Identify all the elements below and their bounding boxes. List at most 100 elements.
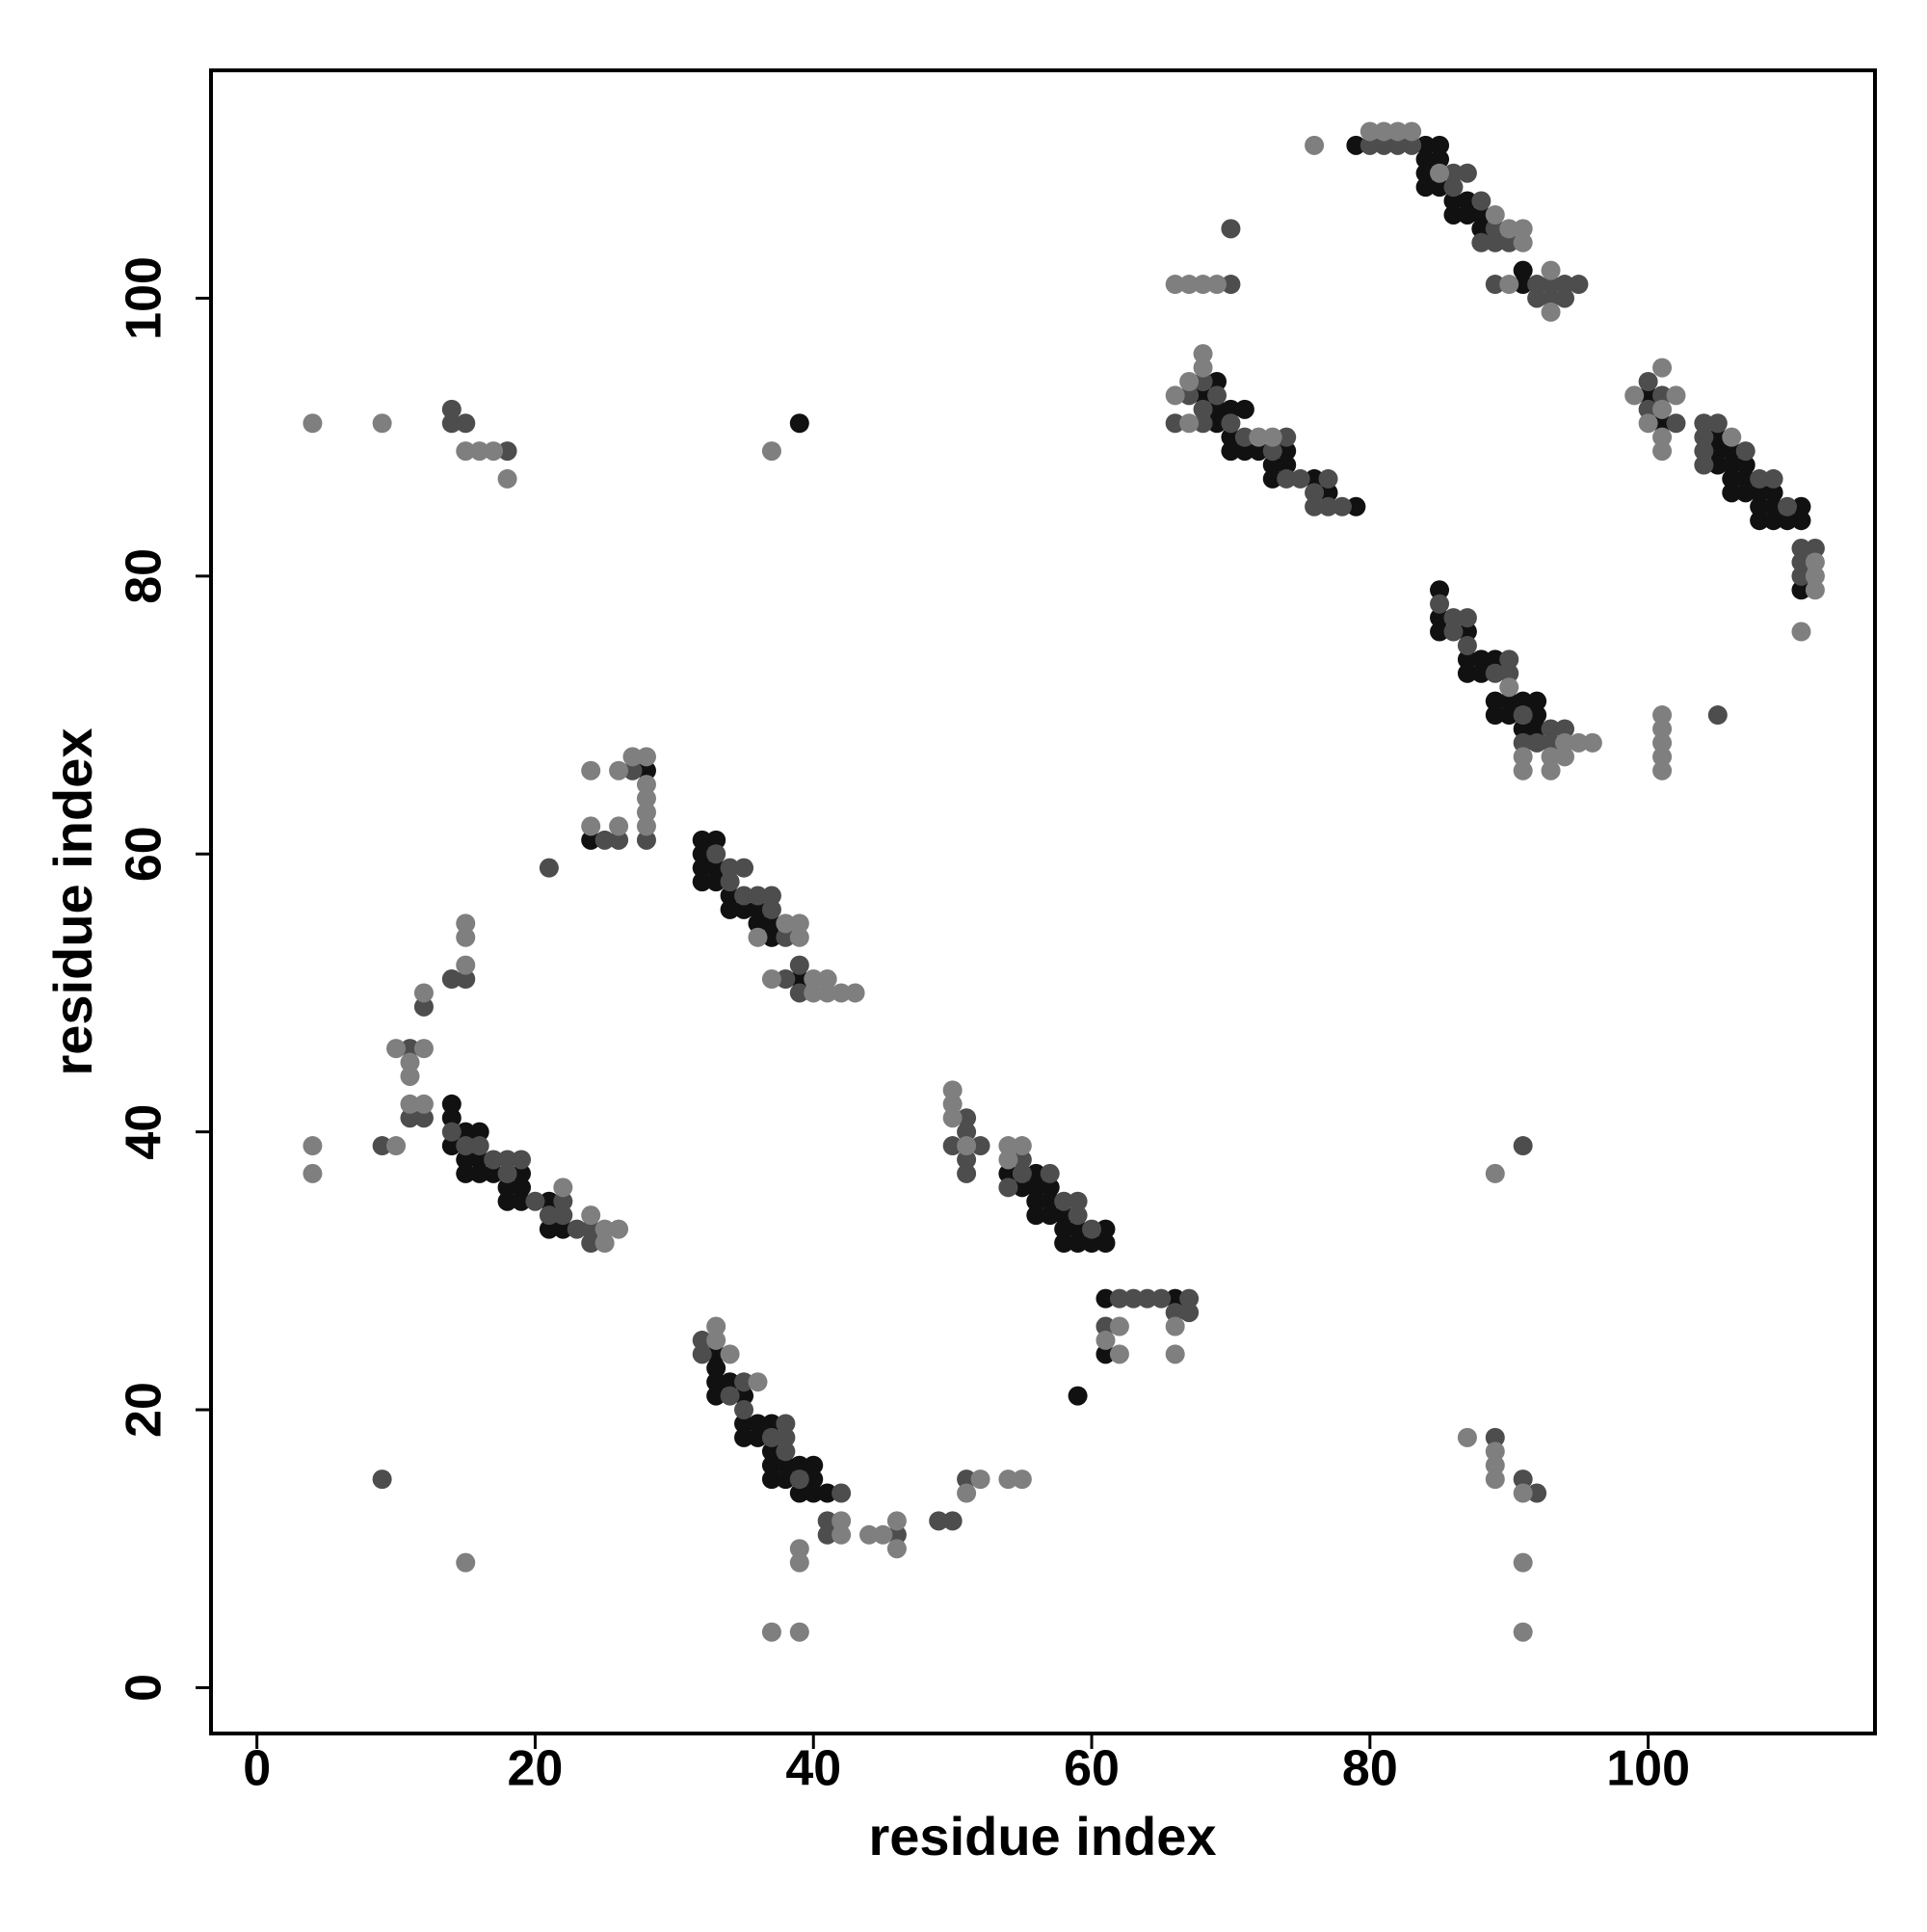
point (1694, 427, 1714, 447)
point (1485, 1163, 1505, 1183)
point (1791, 566, 1811, 586)
point (456, 955, 476, 975)
point (1485, 663, 1505, 683)
point (1805, 552, 1825, 572)
point (1541, 302, 1561, 322)
point (441, 399, 462, 419)
point (581, 1232, 601, 1253)
point (1221, 275, 1241, 295)
point (1513, 732, 1533, 753)
point (748, 1372, 768, 1392)
x-tick-label: 40 (785, 1741, 841, 1797)
point (1193, 399, 1213, 419)
point (1735, 468, 1755, 489)
point (817, 969, 837, 990)
point (1221, 413, 1241, 434)
point (1430, 163, 1450, 183)
point (1277, 441, 1297, 462)
x-axis-title: residue index (868, 1806, 1216, 1866)
point (1652, 427, 1673, 447)
point (692, 830, 712, 850)
point (622, 747, 643, 767)
point (1499, 663, 1519, 683)
point (1485, 219, 1505, 239)
point (706, 1330, 726, 1350)
point (303, 413, 323, 434)
point (636, 802, 656, 822)
point (1457, 608, 1477, 628)
point (400, 1066, 420, 1086)
point (1735, 455, 1755, 475)
point (776, 913, 796, 934)
point (372, 1136, 392, 1156)
point (1221, 399, 1241, 419)
y-tick-label: 0 (117, 1674, 172, 1702)
point (1707, 441, 1728, 462)
point (692, 1330, 712, 1350)
point (720, 899, 740, 919)
point (692, 844, 712, 864)
point (789, 983, 809, 1003)
point (734, 1386, 754, 1406)
point (1193, 371, 1213, 391)
point (1457, 204, 1477, 225)
point (456, 913, 476, 934)
point (1457, 1427, 1477, 1447)
point (1513, 219, 1533, 239)
point (1374, 135, 1394, 155)
point (1221, 427, 1241, 447)
point (1707, 413, 1728, 434)
point (303, 1136, 323, 1156)
point (1387, 135, 1408, 155)
point (372, 1469, 392, 1490)
point (1485, 649, 1505, 670)
point (761, 969, 781, 990)
point (1318, 468, 1338, 489)
point (1234, 399, 1254, 419)
point (1457, 163, 1477, 183)
point (1290, 468, 1310, 489)
point (1193, 413, 1213, 434)
point (761, 886, 781, 906)
point (1527, 719, 1547, 739)
point (942, 1080, 963, 1100)
point (1554, 732, 1574, 753)
point (720, 1386, 740, 1406)
point (761, 1427, 781, 1447)
point (1165, 1344, 1185, 1364)
point (636, 788, 656, 808)
point (734, 1427, 754, 1447)
point (789, 955, 809, 975)
point (1305, 468, 1325, 489)
point (761, 1469, 781, 1490)
point (484, 1163, 504, 1183)
point (692, 858, 712, 878)
point (441, 1122, 462, 1142)
point (748, 899, 768, 919)
point (1318, 483, 1338, 503)
point (1541, 732, 1561, 753)
point (776, 927, 796, 947)
point (873, 1524, 893, 1545)
point (1277, 455, 1297, 475)
point (1221, 441, 1241, 462)
point (456, 1136, 476, 1156)
point (970, 1136, 990, 1156)
point (400, 1094, 420, 1114)
point (456, 441, 476, 462)
point (1109, 1316, 1129, 1337)
point (748, 886, 768, 906)
point (581, 1219, 601, 1239)
point (832, 1511, 852, 1531)
point (512, 1191, 532, 1211)
point (1471, 232, 1491, 252)
point (706, 830, 726, 850)
point (484, 441, 504, 462)
point (1485, 1455, 1505, 1475)
point (1430, 177, 1450, 198)
point (1415, 177, 1436, 198)
point (1722, 483, 1742, 503)
point (553, 1178, 573, 1198)
point (1638, 399, 1658, 419)
point (1694, 413, 1714, 434)
